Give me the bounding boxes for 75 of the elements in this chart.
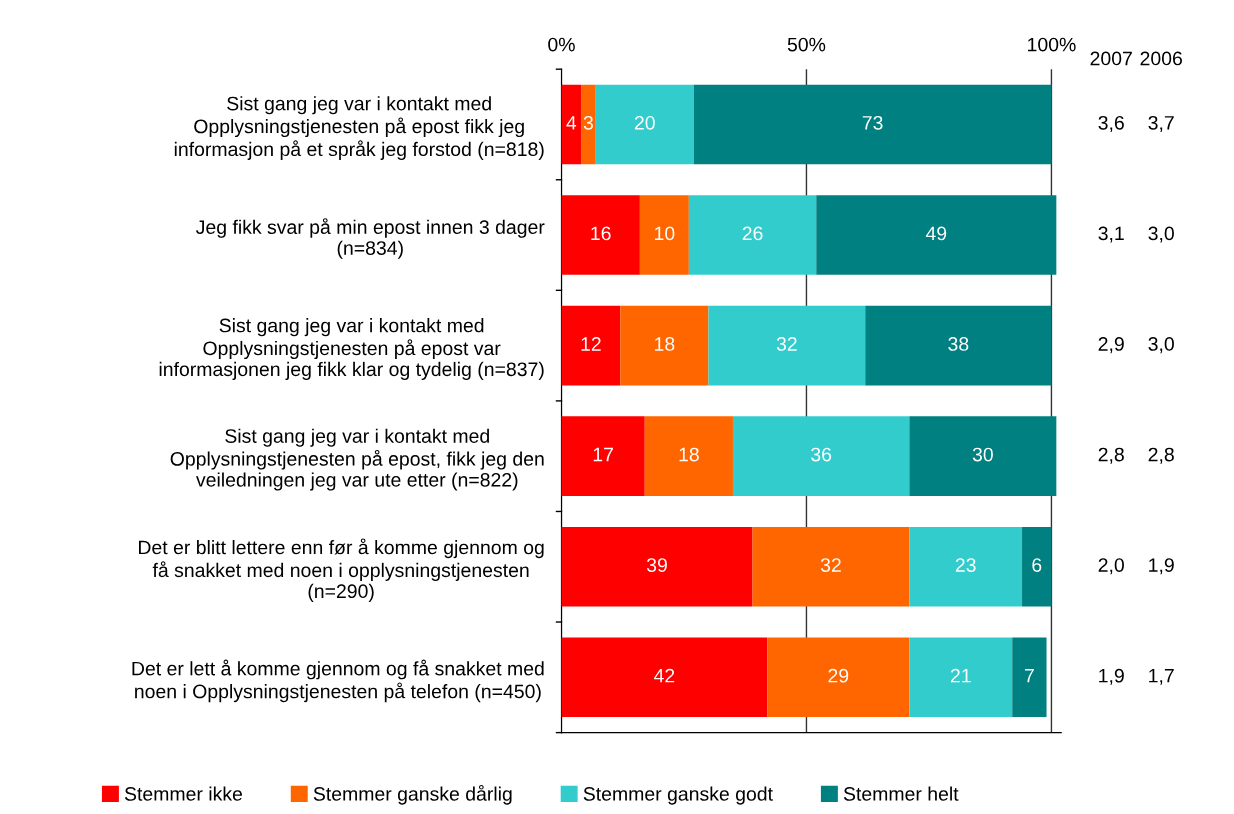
x-tick-label: 50%: [787, 37, 826, 52]
y-tick-label: Sist gang jeg var i kontakt med Opplysningstjenesten på epost var informasjonen jeg fikk klar og tydelig (n=837): [159, 318, 544, 380]
text: 2,9: [1098, 337, 1124, 354]
text: 3,0: [1148, 226, 1174, 243]
bar: [561, 195, 640, 275]
data-label: 4: [566, 116, 577, 130]
bar: [561, 84, 582, 165]
data-label: 7: [1024, 668, 1034, 683]
text: 3,7: [1148, 115, 1174, 132]
data-label: 36: [811, 447, 832, 462]
legend-label: Stemmer ganske godt: [583, 786, 773, 805]
bar: [909, 416, 1057, 496]
bar: [561, 637, 768, 718]
data-label: 18: [679, 447, 699, 462]
text: 3,0: [1148, 337, 1174, 354]
bar: [561, 526, 753, 607]
x-tick-label: 0%: [548, 37, 575, 52]
y-tick-label: Sist gang jeg var i kontakt med Opplysningstjenesten på epost, fikk jeg den veiledningen jeg var ute etter (n=822): [170, 428, 544, 491]
data-label: 39: [646, 558, 667, 572]
bar: [688, 195, 817, 275]
text: 2,8: [1098, 447, 1124, 464]
data-label: 18: [655, 337, 675, 351]
bar: [909, 526, 1023, 607]
data-label: 26: [742, 226, 763, 241]
data-label: 20: [634, 115, 655, 130]
bar: [561, 416, 645, 496]
bar: [865, 305, 1052, 386]
bar: [620, 305, 709, 386]
bar: [767, 637, 910, 718]
text: 2006: [1140, 51, 1182, 66]
data-label: 21: [950, 668, 971, 683]
bar: [561, 305, 621, 386]
data-label: 12: [581, 337, 601, 351]
bar: [732, 416, 910, 496]
legend-label: Stemmer ganske dårlig: [313, 784, 512, 805]
text: 1,7: [1149, 668, 1174, 685]
bar: [1012, 637, 1047, 718]
bar: [693, 84, 1052, 165]
text: 3,6: [1098, 115, 1124, 132]
text: 3,1: [1098, 226, 1124, 243]
bar: [708, 305, 866, 386]
text: 1,9: [1149, 558, 1174, 575]
bar: [595, 84, 694, 165]
y-tick-label: Jeg fikk svar på min epost innen 3 dager (n=834): [196, 218, 545, 259]
data-label: 6: [1032, 558, 1042, 572]
text: 2,8: [1148, 447, 1174, 464]
data-label: 10: [655, 226, 675, 241]
bar: [581, 84, 596, 165]
text: 1,9: [1099, 668, 1124, 685]
data-label: 3: [583, 115, 593, 130]
legend-label: Stemmer ikke: [124, 786, 243, 801]
data-label: 23: [955, 558, 976, 572]
text: 2,0: [1098, 558, 1124, 575]
bar: [1022, 526, 1052, 607]
bar: [644, 416, 733, 496]
bar: [639, 195, 689, 275]
data-label: 32: [776, 337, 797, 351]
bar: [816, 195, 1057, 275]
data-label: 38: [948, 337, 969, 351]
y-tick-label: Det er lett å komme gjennom og få snakket med noen i Opplysningstjenesten på telefon (n=450): [132, 659, 544, 703]
data-label: 42: [654, 668, 675, 683]
y-tick-label: Sist gang jeg var i kontakt med Opplysningstjenesten på epost fikk jeg informasjon på et språk jeg forstod (n=818): [174, 96, 544, 160]
bar: [752, 526, 910, 607]
data-label: 32: [820, 558, 841, 572]
data-label: 73: [862, 115, 883, 130]
bar: [909, 637, 1013, 718]
data-label: 49: [925, 226, 947, 241]
data-label: 17: [593, 447, 613, 462]
y-tick-label: Det er blitt lettere enn før å komme gjennom og få snakket med noen i opplysningstjenesten (n=290): [138, 538, 544, 602]
data-label: 30: [972, 447, 993, 462]
data-label: 29: [828, 668, 849, 683]
text: 2007: [1090, 51, 1132, 66]
legend-label: Stemmer helt: [843, 786, 959, 801]
data-label: 16: [591, 226, 611, 241]
x-tick-label: 100%: [1028, 37, 1076, 52]
